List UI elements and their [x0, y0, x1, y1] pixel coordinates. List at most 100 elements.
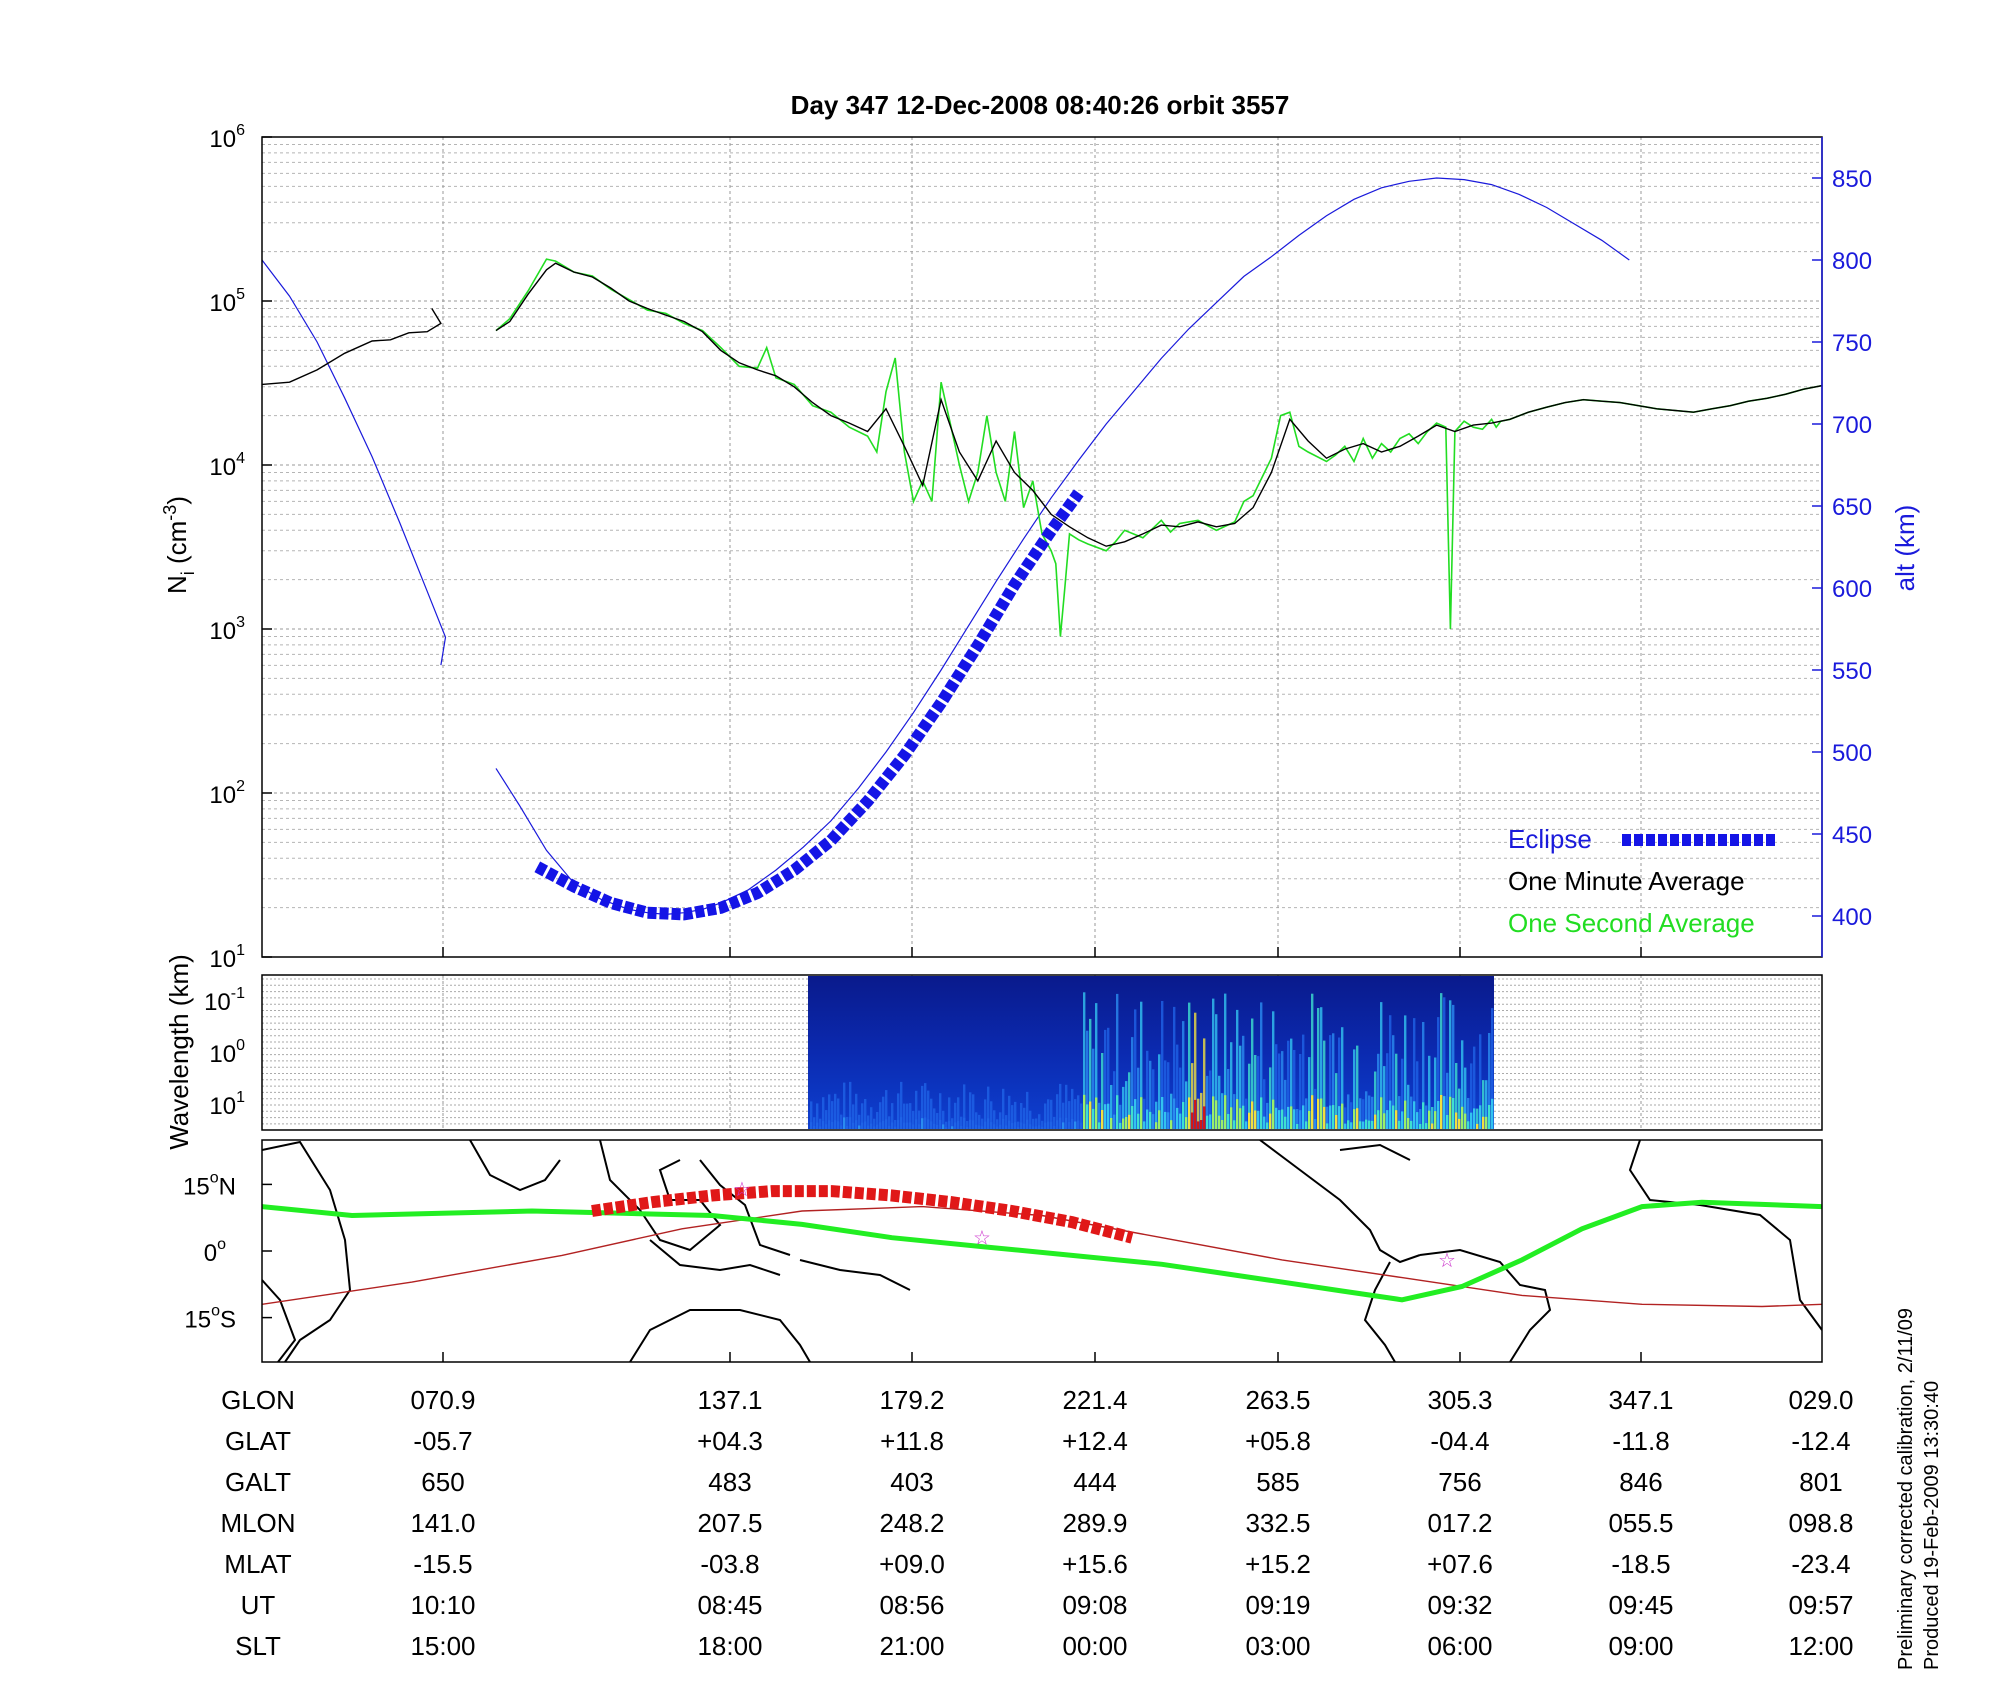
spectrogram-column-core — [1005, 1125, 1008, 1129]
spectrogram-column — [1476, 1108, 1479, 1129]
spectrogram-column — [1413, 1018, 1416, 1129]
coastline-indonesia — [649, 1239, 781, 1276]
spectrogram-column — [1197, 1098, 1200, 1129]
coastline-caribbean — [1339, 1143, 1411, 1161]
spectrogram-column-core — [1251, 1101, 1254, 1129]
spectrogram-column-core — [1083, 1094, 1086, 1129]
spectrogram-column-core — [1065, 1117, 1068, 1129]
spectrogram-column-core — [1272, 1099, 1275, 1129]
spectrogram-column — [1428, 1055, 1431, 1129]
spectrogram-column — [1215, 1014, 1218, 1129]
spectrogram-column-core — [897, 1120, 900, 1129]
orbit-cell: 00:00 — [1062, 1631, 1127, 1661]
coastline-central-america — [1259, 1140, 1421, 1264]
orbit-cell: 137.1 — [697, 1385, 762, 1415]
spectrogram-column-core — [1098, 1122, 1101, 1129]
spectrogram-column-core — [813, 1126, 816, 1129]
spectrogram-column — [1371, 1096, 1374, 1129]
orbit-row-label: GLAT — [225, 1426, 291, 1456]
legend-one-second-label: One Second Average — [1508, 908, 1755, 938]
spectrogram-column — [1113, 1071, 1116, 1129]
spectrogram-column — [1362, 1099, 1365, 1129]
spectrogram-column-core — [1323, 1106, 1326, 1129]
spectrogram-column-core — [1260, 1097, 1263, 1129]
spectrogram-column — [1299, 1054, 1302, 1129]
spectrogram-column — [1329, 1035, 1332, 1129]
spectrogram-column — [1068, 1101, 1071, 1129]
spectrogram-column — [1482, 1080, 1485, 1129]
spectrogram-column-core — [1287, 1106, 1290, 1129]
spectrogram-column-core — [1464, 1113, 1467, 1129]
spectrogram-column-core — [969, 1119, 972, 1129]
spectrogram-column-core — [1377, 1110, 1380, 1129]
spectrogram-column — [1431, 1107, 1434, 1129]
spectrogram-column — [1224, 993, 1227, 1129]
spectrogram-column — [1080, 1103, 1083, 1129]
orbit-cell: 483 — [708, 1467, 751, 1497]
spectrogram-column — [1467, 1098, 1470, 1129]
spectrogram-column — [816, 1103, 819, 1129]
spectrogram-column — [1485, 1080, 1488, 1129]
spectrogram-column — [1146, 1050, 1149, 1129]
spectrogram-column-core — [1284, 1116, 1287, 1129]
spectrogram-column — [846, 1116, 849, 1129]
spectrogram-column-core — [990, 1122, 993, 1129]
magnetic-equator-line — [262, 1205, 1822, 1308]
spectrogram-column-core — [825, 1124, 828, 1129]
spectrogram-column — [1092, 1048, 1095, 1129]
ion-density-panel: 101 102 103 104 105 106 400 450 500 550 600 650 700… — [160, 122, 1920, 973]
coastline-australia — [629, 1309, 811, 1362]
spectrogram-column — [1275, 1044, 1278, 1129]
spectrogram-column — [930, 1098, 933, 1129]
spectrogram-column-core — [1029, 1124, 1032, 1129]
spectrogram-column-core — [1068, 1122, 1071, 1129]
orbit-row-label: GALT — [225, 1467, 291, 1497]
spectrogram-column — [1071, 1088, 1074, 1129]
spectrogram-column — [819, 1118, 822, 1129]
spectrogram-column — [1449, 1000, 1452, 1129]
spectrogram-column — [1083, 992, 1086, 1129]
spectrogram-column — [837, 1098, 840, 1129]
orbit-cell: 10:10 — [410, 1590, 475, 1620]
spectrogram-column — [1014, 1101, 1017, 1129]
spectrogram-column — [996, 1119, 999, 1129]
spectrogram-column — [843, 1082, 846, 1129]
spectrogram-column — [1119, 1104, 1122, 1129]
y-tick-label: 104 — [209, 450, 245, 481]
orbit-cell: 221.4 — [1062, 1385, 1127, 1415]
spectrogram-column — [1344, 1107, 1347, 1129]
spectrogram-column-core — [1371, 1120, 1374, 1129]
orbit-cell: +04.3 — [697, 1426, 763, 1456]
spectrogram-column-core — [1404, 1100, 1407, 1129]
spectrogram-column-core — [1122, 1118, 1125, 1129]
spectrogram-column — [1263, 1079, 1266, 1129]
y-tick-label: 105 — [209, 286, 245, 317]
spectrogram-column-core — [1446, 1115, 1449, 1129]
spectrogram-column-core — [1011, 1123, 1014, 1129]
spectrogram-column — [1353, 1049, 1356, 1129]
spectrogram-column-core — [1248, 1112, 1251, 1129]
spectrogram-column — [918, 1110, 921, 1129]
spectrogram-column — [1278, 1053, 1281, 1129]
spectrogram-column — [1044, 1103, 1047, 1129]
spectrogram-column-core — [1269, 1113, 1272, 1129]
spectrogram-column-core — [1317, 1098, 1320, 1129]
spectrogram-column — [1359, 1098, 1362, 1129]
spectrogram-column-core — [915, 1119, 918, 1129]
spectrogram-column — [1443, 997, 1446, 1129]
spectrogram-column — [810, 1101, 813, 1129]
spectrogram-column — [921, 1085, 924, 1129]
spectrogram-column — [915, 1090, 918, 1129]
spectrogram-column — [1179, 1067, 1182, 1129]
spectrogram-column-core — [1137, 1113, 1140, 1129]
spectrogram-column — [1245, 1098, 1248, 1129]
spectrogram-column-core — [1116, 1095, 1119, 1129]
spectrogram-column-core — [1416, 1112, 1419, 1129]
spectrogram-y-tick-label: 100 — [209, 1037, 245, 1068]
spectrogram-column — [981, 1118, 984, 1129]
spectrogram-column-core — [1182, 1102, 1185, 1129]
spectrogram-column — [1233, 1094, 1236, 1129]
orbit-cell: 263.5 — [1245, 1385, 1310, 1415]
spectrogram-column-core — [1347, 1120, 1350, 1129]
spectrogram-column — [1380, 1002, 1383, 1129]
